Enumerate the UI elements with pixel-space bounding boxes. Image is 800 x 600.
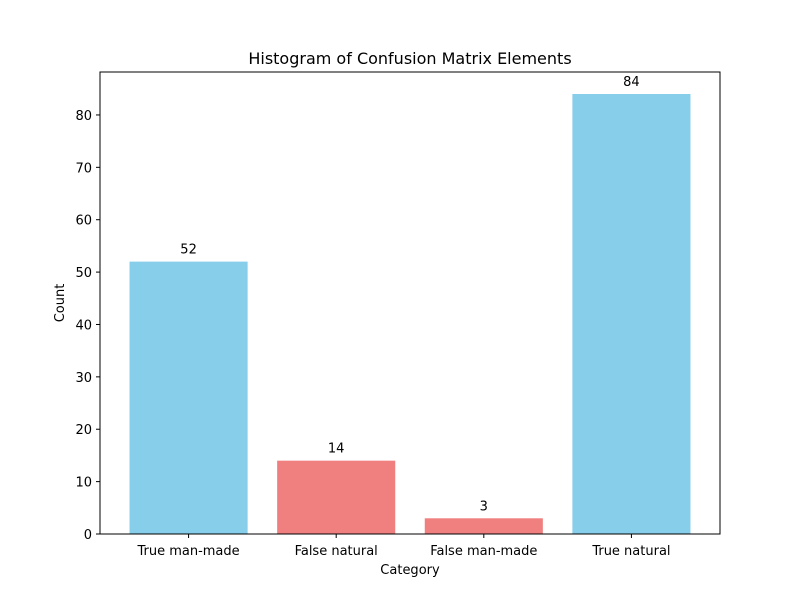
x-axis: True man-made False natural False man-made… [136, 534, 671, 559]
x-tick-label-2: False man-made [430, 544, 537, 559]
bar-2 [424, 518, 543, 534]
y-tick-label-6: 60 [75, 214, 92, 229]
data-label-0: 52 [180, 243, 197, 258]
y-tick-label-4: 40 [75, 318, 92, 333]
y-tick-label-8: 80 [75, 109, 92, 124]
data-label-3: 84 [623, 75, 640, 90]
bar-1 [277, 460, 396, 534]
y-tick-label-0: 0 [84, 528, 92, 543]
y-tick-label-7: 70 [75, 161, 92, 176]
y-tick-label-3: 30 [75, 371, 92, 386]
bar-0 [129, 261, 248, 534]
x-tick-label-1: False natural [295, 544, 378, 559]
bar-3 [572, 94, 691, 534]
y-axis-label: Count [53, 284, 68, 323]
y-tick-label-2: 20 [75, 423, 92, 438]
x-tick-label-3: True natural [591, 544, 670, 559]
y-axis: 0 10 20 30 40 50 60 70 80 [75, 109, 100, 543]
x-axis-label: Category [380, 563, 440, 578]
y-tick-label-5: 50 [75, 266, 92, 281]
y-tick-label-1: 10 [75, 476, 92, 491]
data-label-2: 3 [480, 499, 488, 514]
data-labels-layer: 52 14 3 84 [180, 75, 639, 514]
data-label-1: 14 [328, 442, 345, 457]
chart-title: Histogram of Confusion Matrix Elements [248, 49, 571, 68]
x-tick-label-0: True man-made [136, 544, 239, 559]
bars-layer [129, 94, 691, 534]
plot-frame [99, 71, 721, 535]
